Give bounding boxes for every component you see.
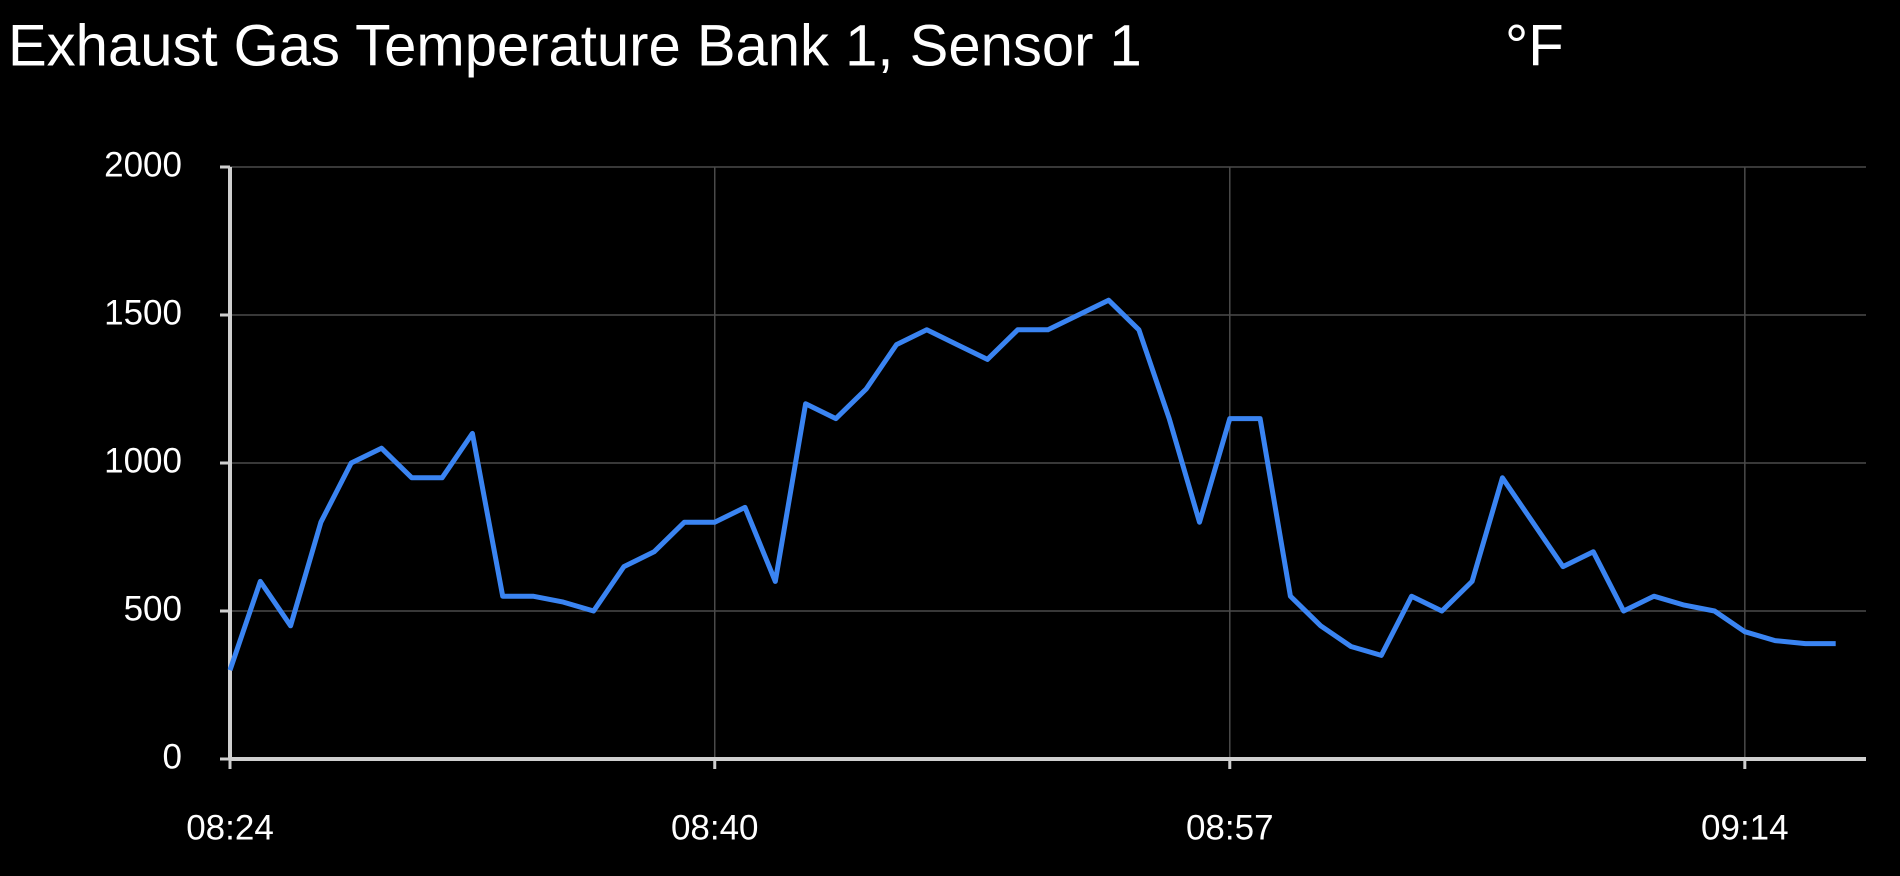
x-tick-label: 08:57 bbox=[1186, 808, 1274, 847]
y-tick-label: 0 bbox=[163, 737, 182, 776]
unit-label: °F bbox=[1505, 13, 1564, 78]
y-tick-label: 500 bbox=[124, 589, 182, 628]
chart-title: Exhaust Gas Temperature Bank 1, Sensor 1 bbox=[8, 13, 1142, 78]
x-tick-label: 08:40 bbox=[671, 808, 759, 847]
x-tick-label: 09:14 bbox=[1701, 808, 1789, 847]
data-line bbox=[227, 297, 1836, 672]
y-tick-label: 1000 bbox=[104, 441, 182, 480]
y-tick-label: 1500 bbox=[104, 293, 182, 332]
y-tick-label: 2000 bbox=[104, 145, 182, 184]
x-tick-label: 08:24 bbox=[186, 808, 274, 847]
